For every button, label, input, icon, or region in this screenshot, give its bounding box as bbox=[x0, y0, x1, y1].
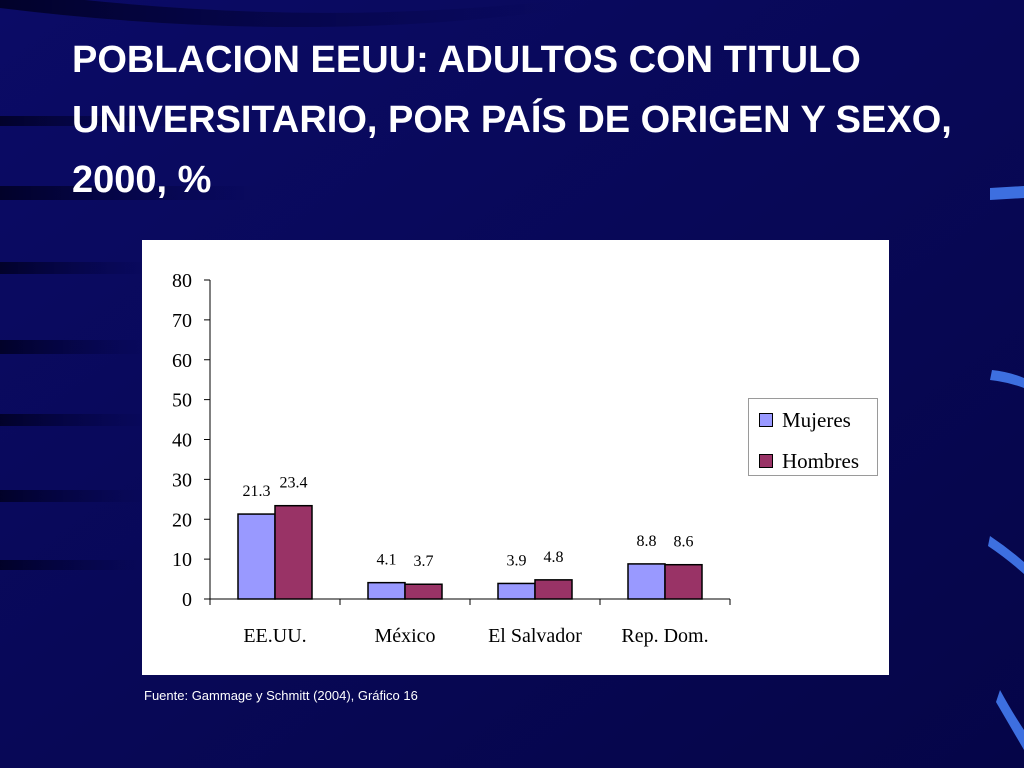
legend-label-hombres: Hombres bbox=[782, 448, 859, 473]
bar-mujeres bbox=[237, 513, 276, 600]
bar-hombres bbox=[664, 563, 703, 600]
x-tick-label: Rep. Dom. bbox=[621, 625, 708, 647]
bar-mujeres bbox=[497, 582, 536, 600]
x-tick-label: EE.UU. bbox=[243, 625, 306, 647]
data-label: 3.9 bbox=[507, 552, 527, 569]
y-tick-label: 10 bbox=[172, 549, 192, 571]
bar-hombres bbox=[274, 504, 313, 600]
bar-mujeres bbox=[367, 581, 406, 600]
legend-label-mujeres: Mujeres bbox=[782, 407, 851, 432]
data-label: 3.7 bbox=[414, 553, 434, 570]
data-label: 23.4 bbox=[280, 475, 308, 492]
decor-stripe bbox=[990, 186, 1024, 200]
y-tick-label: 50 bbox=[172, 390, 192, 412]
y-tick-label: 60 bbox=[172, 350, 192, 372]
legend-swatch-mujeres bbox=[759, 413, 773, 427]
legend-item-mujeres: Mujeres bbox=[759, 408, 851, 432]
y-tick-label: 0 bbox=[182, 589, 192, 611]
source-note: Fuente: Gammage y Schmitt (2004), Gráfic… bbox=[144, 688, 418, 703]
bar-mujeres bbox=[627, 563, 666, 600]
decor-stripe bbox=[990, 370, 1024, 388]
bar-chart: 0 10 20 30 40 50 60 70 80 EE.UU. 21.3 23.4 México 4.1… bbox=[172, 270, 731, 647]
legend-swatch-hombres bbox=[759, 454, 773, 468]
slide-title: POBLACION EEUU: ADULTOS CON TITULO UNIVE… bbox=[72, 39, 952, 201]
data-label: 4.1 bbox=[377, 552, 397, 569]
bar-hombres bbox=[534, 579, 573, 600]
y-tick-label: 40 bbox=[172, 430, 192, 452]
data-label: 4.8 bbox=[544, 549, 564, 566]
decor-stripe bbox=[996, 690, 1024, 750]
y-tick-label: 80 bbox=[172, 270, 192, 292]
data-label: 21.3 bbox=[243, 483, 271, 500]
data-label: 8.6 bbox=[674, 534, 694, 551]
x-tick-label: El Salvador bbox=[488, 625, 582, 647]
decor-stripe bbox=[988, 536, 1024, 574]
legend-item-hombres: Hombres bbox=[759, 449, 859, 473]
y-tick-label: 20 bbox=[172, 509, 192, 531]
y-tick-label: 30 bbox=[172, 469, 192, 491]
data-label: 8.8 bbox=[637, 533, 657, 550]
chart-legend: Mujeres Hombres bbox=[748, 398, 878, 476]
chart-panel: 0 10 20 30 40 50 60 70 80 EE.UU. 21.3 23.4 México 4.1… bbox=[142, 240, 889, 675]
bar-hombres bbox=[404, 583, 443, 600]
y-tick-label: 70 bbox=[172, 310, 192, 332]
x-tick-label: México bbox=[374, 625, 435, 647]
